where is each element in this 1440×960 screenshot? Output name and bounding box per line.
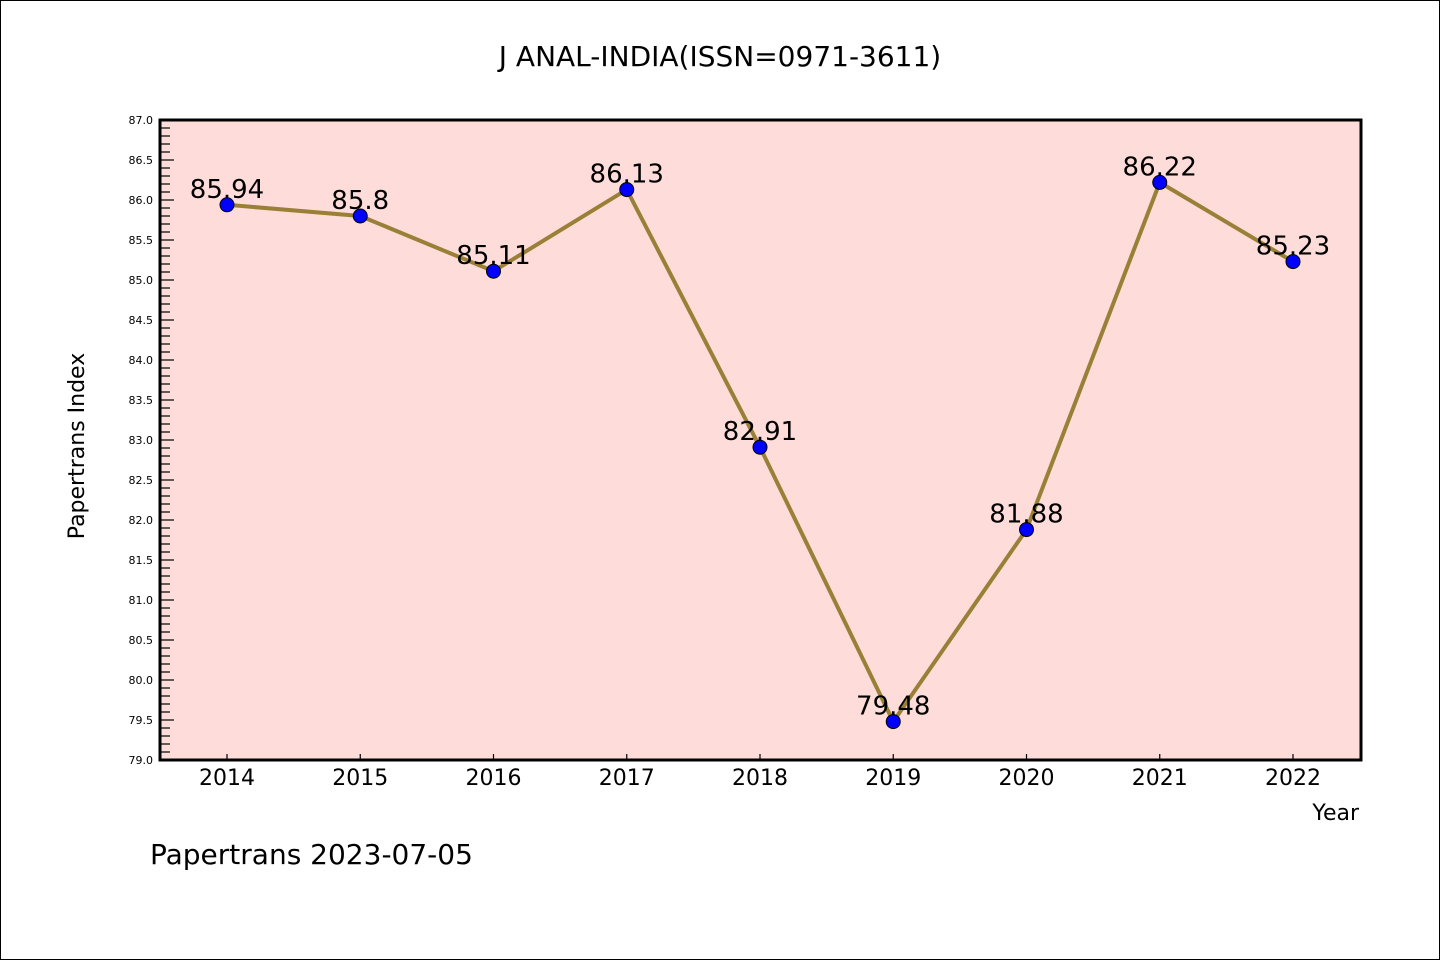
y-tick-label: 79.5 (129, 714, 154, 727)
y-tick-label: 83.5 (129, 394, 154, 407)
data-point (486, 263, 501, 279)
data-label: 85.8 (331, 186, 389, 216)
y-axis: 79.0 79.5 80.0 80.5 81.0 81.5 82.0 82.5 83.0 83.5… (129, 114, 174, 767)
y-axis-label: Papertrans Index (65, 353, 90, 539)
y-tick-label: 81.5 (129, 554, 154, 567)
data-point (352, 208, 368, 224)
data-point (885, 714, 901, 730)
data-label: 81.88 (989, 500, 1063, 530)
chart-title: J ANAL-INDIA(ISSN=0971-3611) (497, 40, 941, 73)
data-label: 82.91 (723, 417, 797, 447)
y-tick-label: 86.5 (129, 154, 154, 167)
x-tick-label: 2022 (1265, 766, 1321, 791)
data-label: 85.11 (456, 241, 530, 271)
x-tick-label: 2020 (999, 766, 1055, 791)
x-tick-label: 2021 (1132, 766, 1188, 791)
x-tick-label: 2019 (865, 766, 921, 791)
x-tick-label: 2018 (732, 766, 788, 791)
y-tick-label: 81.0 (129, 594, 154, 607)
y-tick-label: 86.0 (129, 194, 154, 207)
footer-text: Papertrans 2023-07-05 (150, 838, 473, 871)
data-label: 86.13 (590, 160, 664, 190)
data-label: 85.94 (190, 175, 264, 205)
y-tick-label: 84.0 (129, 354, 154, 367)
x-tick-label: 2017 (599, 766, 655, 791)
x-axis-label: Year (1311, 801, 1360, 826)
x-tick-label: 2015 (332, 766, 388, 791)
series-line-group: 85.94 85.8 85.11 86.13 82.91 79.48 81.88 86.22 8… (190, 152, 1330, 730)
data-label: 85.23 (1256, 232, 1330, 262)
y-tick-label: 84.5 (129, 314, 154, 327)
data-label: 79.48 (856, 692, 930, 722)
data-point (1152, 174, 1168, 190)
y-tick-label: 82.5 (129, 474, 154, 487)
y-tick-label: 80.0 (129, 674, 154, 687)
y-tick-label: 80.5 (129, 634, 154, 647)
x-axis: 2014 2015 2016 2017 2018 2019 2020 2021 2022 (199, 754, 1321, 791)
data-point (619, 182, 635, 198)
y-tick-label: 79.0 (129, 754, 154, 767)
y-tick-label: 82.0 (129, 514, 154, 527)
data-point (752, 439, 768, 455)
plot-border (158, 118, 1363, 762)
y-tick-label: 85.5 (129, 234, 154, 247)
data-point (219, 197, 235, 213)
x-tick-label: 2014 (199, 766, 255, 791)
y-tick-label: 85.0 (129, 274, 154, 287)
y-tick-label: 87.0 (129, 114, 154, 127)
x-tick-label: 2016 (466, 766, 522, 791)
data-point (1019, 522, 1034, 538)
data-label: 86.22 (1123, 152, 1197, 182)
y-tick-label: 83.0 (129, 434, 154, 447)
data-point (1285, 254, 1301, 270)
